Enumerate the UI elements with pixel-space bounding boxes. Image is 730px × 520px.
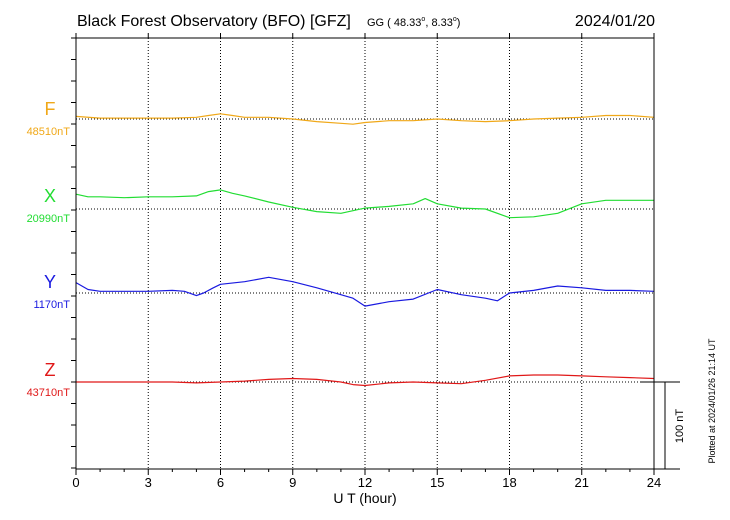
x-tick-label: 9 bbox=[289, 475, 296, 490]
chart-date: 2024/01/20 bbox=[575, 13, 655, 30]
component-labels: F 48510nT X 20990nT Y 1170nT Z 43710nT bbox=[27, 99, 71, 399]
x-tick-label: 3 bbox=[145, 475, 152, 490]
x-tick-label: 0 bbox=[72, 475, 79, 490]
series-baseline-z: 43710nT bbox=[27, 387, 71, 399]
x-tick-label: 21 bbox=[575, 475, 589, 490]
series-name-y: Y bbox=[44, 272, 56, 292]
series-name-f: F bbox=[45, 99, 56, 119]
scale-bar: 100 nT bbox=[641, 381, 686, 470]
x-tick-label: 18 bbox=[502, 475, 516, 490]
series-line-x bbox=[75, 189, 654, 219]
chart-grid bbox=[147, 38, 583, 469]
x-tick-label: 24 bbox=[647, 475, 661, 490]
x-tick-label: 15 bbox=[430, 475, 444, 490]
series-baseline-x: 20990nT bbox=[27, 213, 71, 225]
series-line-f bbox=[75, 113, 655, 125]
chart-header: Black Forest Observatory (BFO) [GFZ] GG … bbox=[77, 13, 655, 30]
station-coordinates: GG ( 48.33o, 8.33o) bbox=[367, 16, 460, 29]
component-traces bbox=[75, 113, 655, 387]
series-line-z bbox=[76, 374, 655, 387]
scale-bar-label: 100 nT bbox=[674, 409, 686, 444]
x-axis-ticks: 0 3 6 9 12 15 18 21 24 bbox=[71, 33, 661, 490]
x-axis-label: U T (hour) bbox=[333, 490, 396, 506]
series-baseline-y: 1170nT bbox=[34, 299, 71, 311]
x-tick-label: 12 bbox=[358, 475, 372, 490]
series-baseline-f: 48510nT bbox=[27, 126, 71, 138]
series-name-x: X bbox=[44, 186, 56, 206]
x-tick-label: 6 bbox=[217, 475, 224, 490]
series-name-z: Z bbox=[45, 360, 56, 380]
chart-title: Black Forest Observatory (BFO) [GFZ] bbox=[77, 13, 351, 30]
plotted-timestamp: Plotted at 2024/01/26 21:14 UT bbox=[707, 338, 717, 464]
series-line-y bbox=[75, 276, 655, 307]
